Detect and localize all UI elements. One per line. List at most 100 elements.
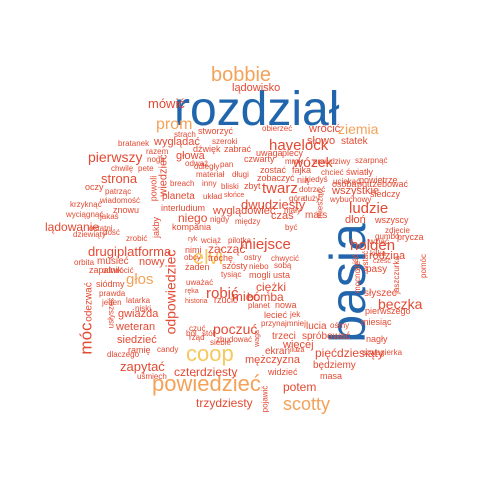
- word-isc: iść: [350, 254, 360, 264]
- word-bedziemy: będziemy: [313, 360, 356, 371]
- word-odpowiedziec: odpowiedzieć: [162, 249, 179, 335]
- word-scotty: scotty: [283, 394, 331, 414]
- word-pojawic: pojawić: [260, 385, 270, 413]
- word-havelock: havelock: [269, 137, 329, 154]
- word-siodmy: siódmy: [96, 279, 125, 289]
- word-breach: breach: [170, 179, 195, 188]
- word-chciec: chcieć: [321, 168, 344, 177]
- word-szeroki: szeroki: [212, 137, 238, 146]
- word-dziewiaty: dziewiąty: [73, 230, 106, 239]
- word-wygladac: wyglądać: [154, 136, 200, 148]
- word-wyciagnac: wyciągnąć: [66, 210, 104, 219]
- word-oczy: oczy: [85, 182, 104, 192]
- word-gumbo: gumbo: [375, 232, 400, 241]
- word-miejsce: miejsce: [240, 236, 291, 253]
- word-usmiech: uśmiech: [137, 372, 167, 381]
- word-jakas: jakaś: [100, 212, 119, 221]
- word-nimi: nimi: [185, 245, 202, 255]
- word-zaden: żaden: [185, 262, 210, 272]
- word-strach: strach: [174, 130, 196, 139]
- word-wszyscy: wszyscy: [375, 215, 409, 225]
- word-prawda: prawda: [99, 289, 126, 298]
- word-lucia: lucia: [306, 321, 327, 332]
- word-obcy: obcy: [184, 253, 201, 262]
- word-planet: planet: [248, 301, 270, 310]
- word-rozdzial: rozdział: [174, 83, 340, 136]
- word-troche: trochę: [208, 253, 234, 263]
- word-slowo: słowo: [307, 135, 336, 147]
- word-uwaga: uwaga: [256, 148, 283, 158]
- word-ciezki: ciężki: [256, 280, 287, 294]
- word-sledczy: śledczy: [370, 189, 401, 199]
- word-stol: stół: [202, 329, 215, 338]
- word-wciaz: wciąż: [201, 236, 222, 245]
- word-wybuchowy: wybuchowy: [330, 195, 372, 204]
- word-osoba: osoba: [332, 179, 357, 189]
- word-rzad: rząd: [189, 333, 205, 342]
- word-historia: historia: [185, 298, 208, 305]
- word-stworzyc: stworzyć: [198, 126, 234, 136]
- word-pete: pete: [138, 164, 154, 173]
- word-wiadomosc: wiadomość: [100, 196, 141, 205]
- word-weteran: weteran: [116, 321, 156, 333]
- word-dosc: dość: [103, 228, 120, 237]
- word-leciec: lecieć: [264, 310, 288, 320]
- word-nagly: nagły: [366, 334, 388, 344]
- word-nia: nią: [297, 175, 310, 185]
- word-dwudziesty: dwudziesty: [241, 197, 306, 212]
- word-gwiazda: gwiazda: [118, 308, 159, 320]
- word-robic: robić: [206, 285, 239, 302]
- word-wziac: wziąć: [369, 237, 390, 246]
- word-reka: ręka: [185, 288, 199, 295]
- word-odwaz: odważ: [185, 159, 209, 168]
- word-powoli: powoli: [148, 175, 159, 202]
- word-plecy: plecy: [282, 148, 304, 158]
- word-trzydziesty: trzydziesty: [196, 396, 253, 410]
- word-siedziec: siedzieć: [117, 334, 157, 346]
- word-pierwszy: pierwszy: [88, 149, 143, 165]
- word-glos: głos: [126, 271, 154, 288]
- word-przynajmniej: przynajmniej: [261, 319, 306, 328]
- word-chwycic: chwycić: [271, 254, 300, 263]
- word-jaszczurka: jaszczurka: [391, 256, 401, 294]
- word-prawdziwy: prawdziwy: [313, 157, 351, 166]
- word-nowy: nowy: [139, 256, 165, 268]
- word-pilotka: pilotka: [228, 236, 252, 245]
- word-ladowisko: lądowisko: [232, 82, 281, 94]
- word-osmy: ośmy: [330, 321, 350, 330]
- word-wszystkie: wszystkie: [332, 185, 380, 197]
- word-glowa: głowa: [176, 150, 205, 162]
- word-zapytac: zapytać: [120, 359, 165, 374]
- word-ekran: ekran: [265, 346, 291, 357]
- word-masa: masa: [320, 371, 343, 381]
- word-rzucic: rzucić: [214, 295, 238, 305]
- word-uklad: układ: [203, 192, 223, 201]
- word-dlugi: długi: [232, 170, 249, 179]
- word-szosty: szósty: [222, 261, 248, 271]
- word-dotrzec: dotrzeć: [299, 185, 326, 194]
- word-miedzy: między: [235, 217, 261, 226]
- word-pomoc: pomóc: [419, 253, 429, 279]
- word-inny: inny: [202, 179, 217, 188]
- word-niski: niski: [135, 304, 152, 313]
- word-niebo: niebo: [249, 262, 269, 271]
- word-rodzina: rodzina: [369, 250, 406, 262]
- word-bobbie: bobbie: [211, 64, 272, 86]
- word-powietrze: powietrze: [359, 175, 398, 185]
- word-patrzac: patrząc: [105, 187, 132, 196]
- word-material: materiał: [196, 170, 225, 179]
- word-obierzec: obierzeć: [262, 124, 293, 133]
- word-ludzie: ludzie: [349, 200, 389, 217]
- word-wozek: wózek: [293, 154, 333, 170]
- word-mrok: mrok: [285, 157, 303, 166]
- word-potem: potem: [283, 380, 317, 394]
- word-pasy: pasy: [366, 264, 388, 275]
- word-wiecej: więcej: [283, 339, 314, 351]
- word-chwile: chwilę: [111, 164, 134, 173]
- word-znowu: znowu: [113, 205, 140, 215]
- word-zbyt: zbyt: [244, 181, 261, 191]
- word-nigdy: nigdy: [210, 215, 230, 224]
- word-mars: mars: [305, 210, 328, 221]
- word-zabrac: zabrać: [224, 144, 252, 154]
- word-fajka: fajka: [292, 165, 312, 175]
